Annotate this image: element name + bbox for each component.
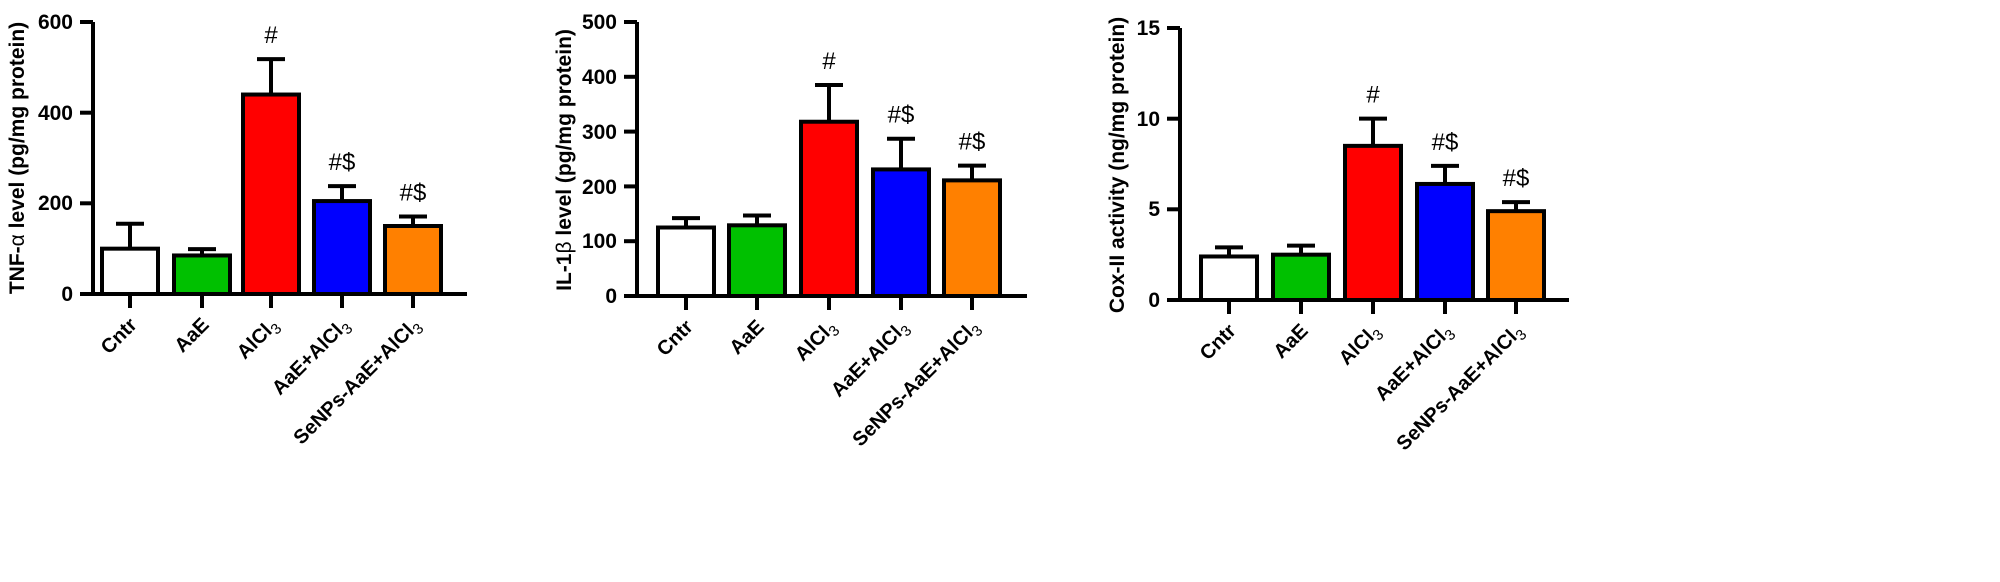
svg-text:5: 5 (1148, 198, 1160, 221)
svg-text:100: 100 (582, 230, 617, 253)
svg-text:10: 10 (1137, 108, 1160, 131)
significance-marker: #$ (888, 102, 915, 129)
significance-marker: # (822, 48, 836, 75)
svg-text:500: 500 (582, 11, 617, 34)
x-tick-label: SeNPs-AaE+AlCl3 (290, 314, 428, 452)
bar-senps-aae-alcl3 (1486, 209, 1546, 302)
error-bar (1431, 163, 1459, 184)
bar-cntr (1199, 254, 1259, 303)
bar-senps-aae-alcl3 (942, 178, 1002, 298)
significance-marker: #$ (1503, 165, 1530, 192)
x-tick-label: AlCl3 (1335, 320, 1388, 373)
y-axis (624, 20, 639, 298)
bar-aae-alcl3 (1415, 181, 1475, 303)
bar-cntr (656, 225, 716, 298)
x-tick-label: AaE (725, 316, 768, 359)
error-bar (1359, 116, 1387, 146)
error-bar (958, 163, 986, 181)
x-tick-label: Cntr (97, 314, 142, 359)
x-tick-label: Cntr (653, 316, 698, 361)
x-tick-label: AaE (170, 314, 213, 357)
bar-senps-aae-alcl3 (383, 224, 443, 296)
bar-aae (727, 223, 787, 298)
bar-aae-alcl3 (871, 167, 931, 298)
svg-text:0: 0 (61, 283, 73, 306)
bar-aae (172, 253, 232, 296)
error-bar (257, 57, 285, 95)
svg-text:400: 400 (38, 102, 73, 125)
significance-marker: #$ (959, 129, 986, 156)
error-bar (815, 83, 843, 122)
chart-tnf-alpha: TNF-α level (pg/mg protein) 0 200 400 60… (6, 11, 467, 452)
y-tick-labels: 0 200 400 600 (38, 11, 73, 306)
bars: # #$ #$ (100, 22, 443, 297)
x-ticks (684, 296, 974, 310)
x-tick-label: AaE (1269, 320, 1312, 363)
y-axis-title: Cox-II activity (ng/mg protein) (1106, 17, 1129, 313)
significance-marker: #$ (1432, 129, 1459, 156)
chart-cox-ii: Cox-II activity (ng/mg protein) 0 5 10 1… (1106, 17, 1569, 458)
bar-alcl3 (241, 92, 301, 296)
error-bar (887, 136, 915, 170)
x-tick-label: SeNPs-AaE+AlCl3 (1393, 320, 1531, 458)
significance-marker: # (1366, 82, 1380, 109)
x-ticks (128, 294, 415, 308)
y-tick-labels: 0 100 200 300 400 500 (582, 11, 617, 308)
y-axis-title: TNF-α level (pg/mg protein) (6, 22, 29, 294)
bars: # #$ #$ (1199, 82, 1546, 303)
svg-text:200: 200 (38, 192, 73, 215)
error-bar (116, 221, 144, 249)
bars: # #$ #$ (656, 48, 1002, 299)
x-tick-label: AlCl3 (791, 316, 844, 369)
svg-text:200: 200 (582, 176, 617, 199)
svg-text:300: 300 (582, 121, 617, 144)
x-ticks (1227, 300, 1518, 314)
svg-text:0: 0 (605, 285, 617, 308)
x-tick-label: Cntr (1196, 320, 1241, 365)
bar-alcl3 (799, 119, 859, 299)
bar-cntr (100, 246, 160, 297)
y-axis-title: IL-1β level (pg/mg protein) (553, 29, 576, 291)
svg-text:15: 15 (1137, 17, 1161, 40)
error-bar (328, 184, 356, 202)
y-axis (80, 20, 95, 296)
svg-text:600: 600 (38, 11, 73, 34)
x-tick-label: SeNPs-AaE+AlCl3 (849, 316, 987, 454)
significance-marker: #$ (329, 149, 356, 176)
svg-text:0: 0 (1148, 289, 1160, 312)
y-axis (1167, 26, 1182, 302)
significance-marker: #$ (400, 179, 427, 206)
svg-text:400: 400 (582, 66, 617, 89)
bar-alcl3 (1343, 143, 1403, 302)
y-tick-labels: 0 5 10 15 (1137, 17, 1161, 312)
chart-il-1-beta: IL-1β level (pg/mg protein) 0 100 200 30… (553, 11, 1027, 454)
x-tick-label: AlCl3 (233, 314, 286, 367)
bar-aae (1271, 252, 1331, 303)
significance-marker: # (264, 22, 278, 49)
bar-aae-alcl3 (312, 199, 372, 296)
